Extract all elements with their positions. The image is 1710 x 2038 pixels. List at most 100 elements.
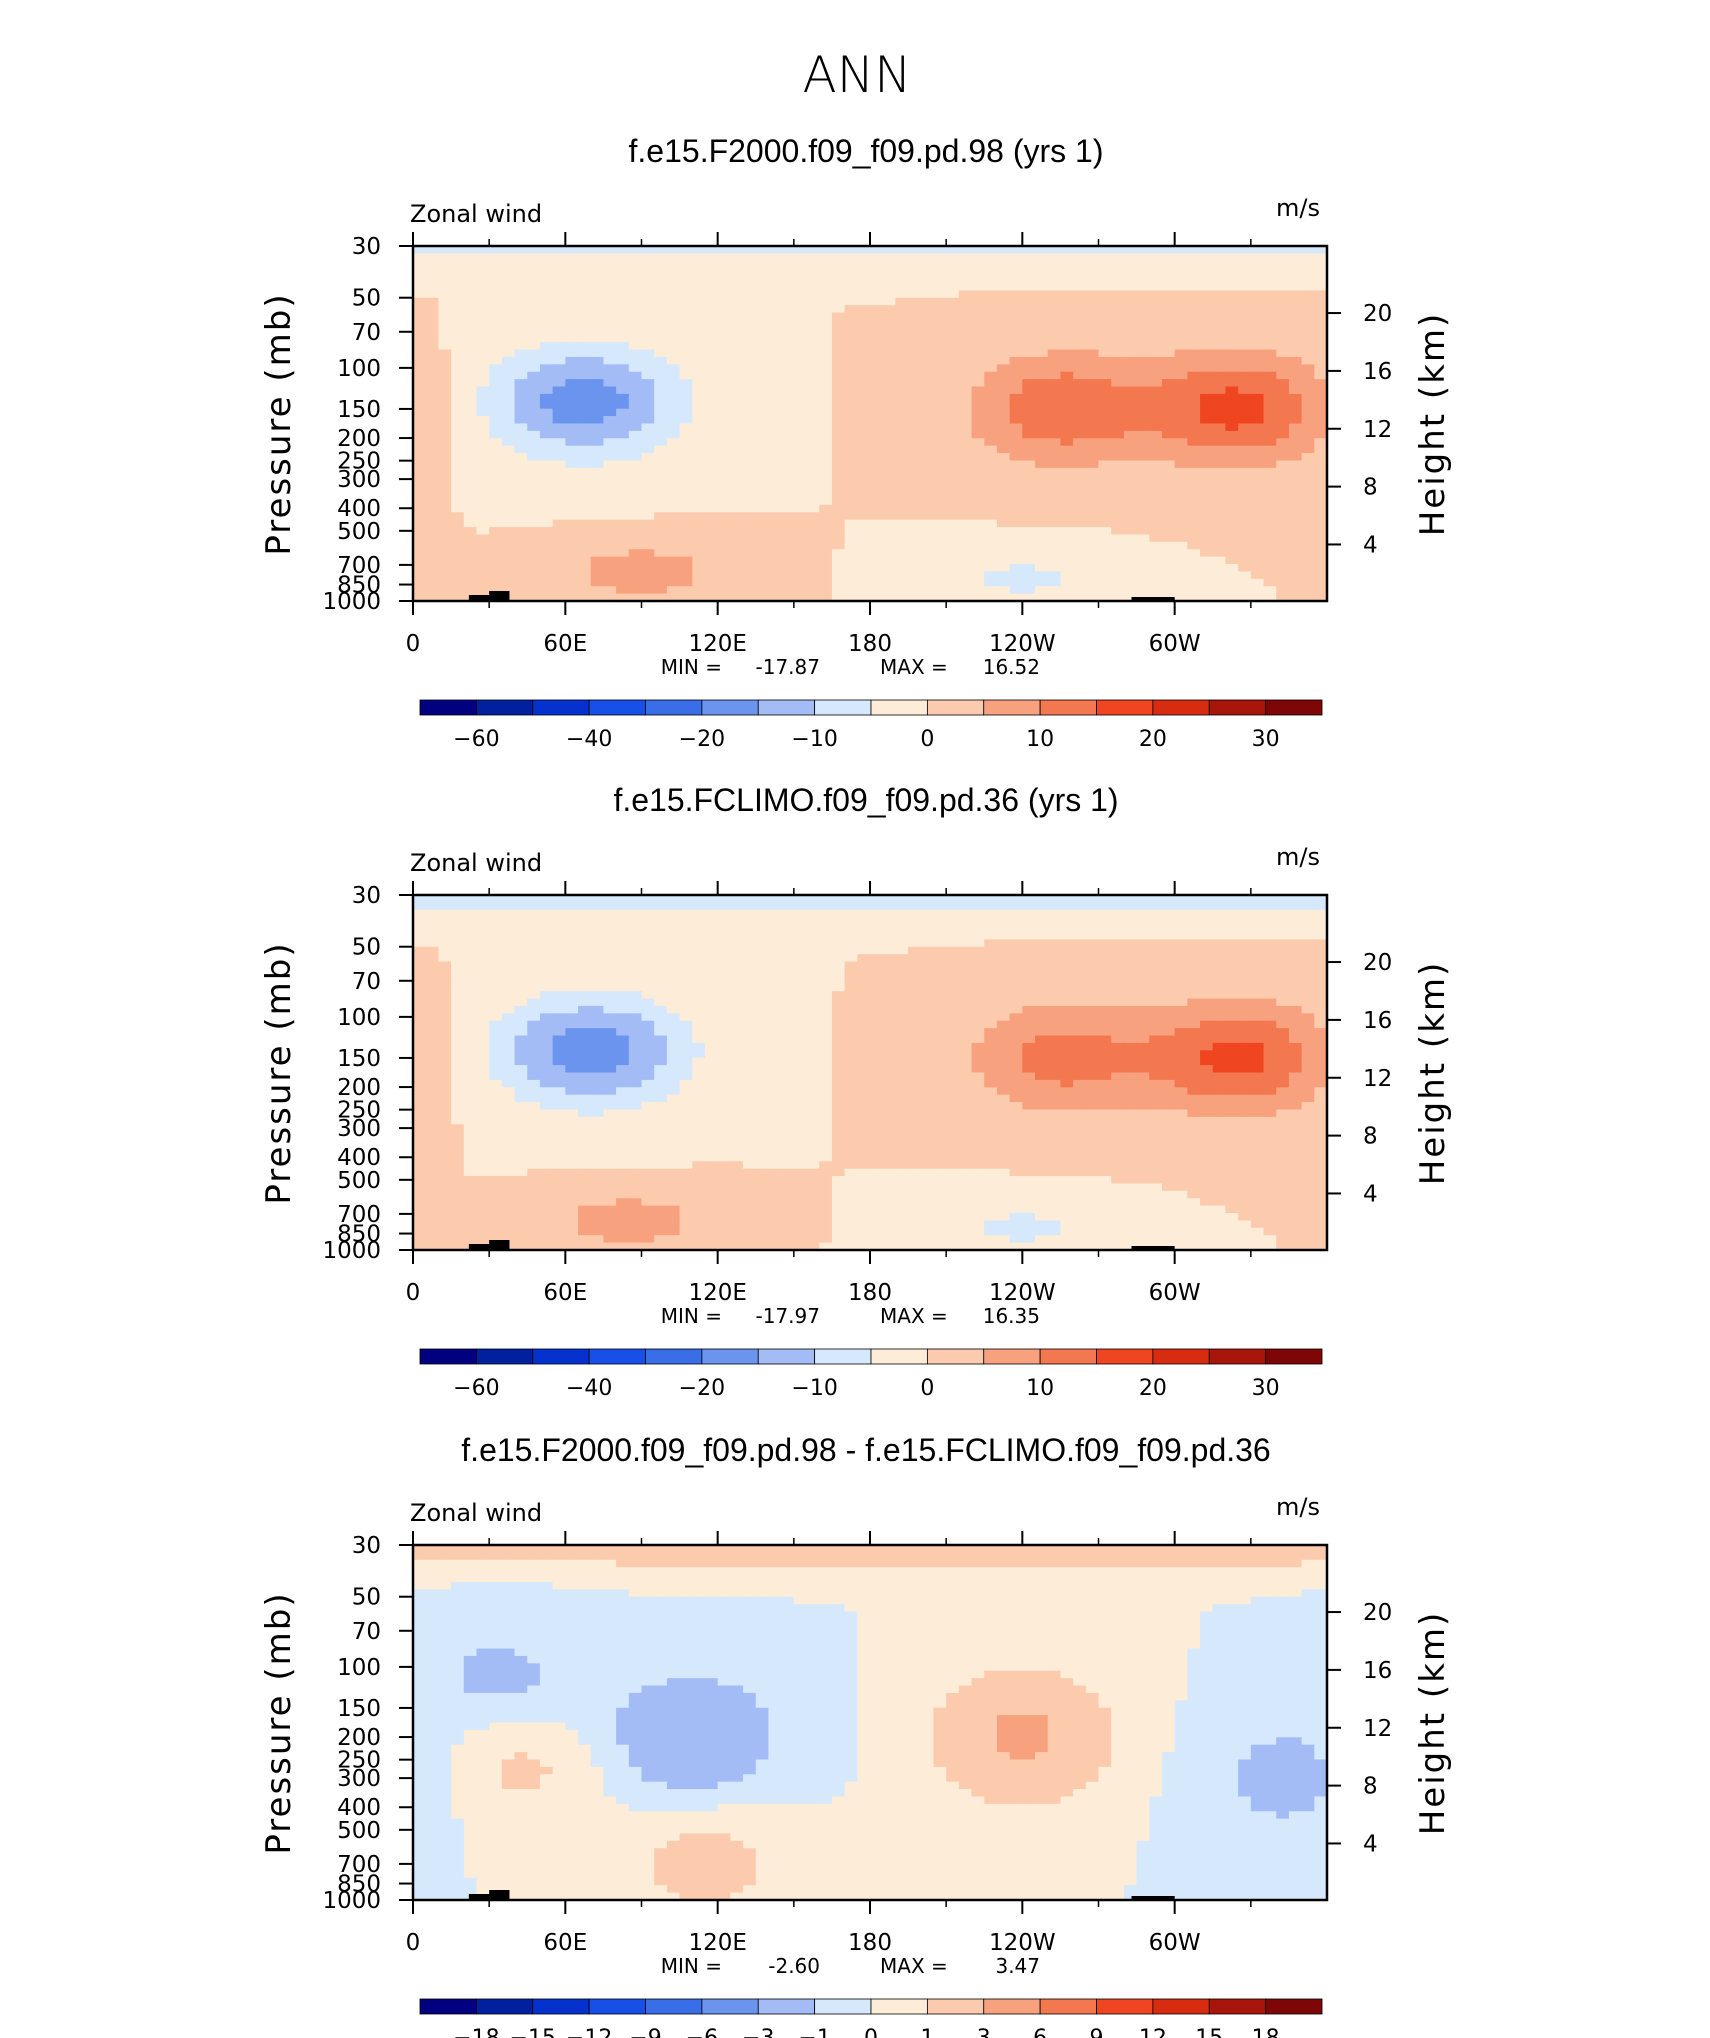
- contour-cell: [895, 924, 909, 933]
- contour-cell: [1136, 401, 1150, 410]
- contour-cell: [1047, 408, 1062, 417]
- contour-cell: [451, 312, 465, 321]
- contour-cell: [958, 482, 973, 491]
- contour-cell: [1238, 430, 1252, 439]
- contour-cell: [552, 924, 566, 933]
- contour-cell: [704, 924, 719, 933]
- contour-cell: [908, 312, 922, 321]
- contour-cell: [743, 342, 757, 351]
- contour-cell: [628, 976, 643, 985]
- contour-cell: [578, 917, 592, 926]
- contour-cell: [984, 946, 998, 955]
- contour-cell: [1200, 946, 1214, 955]
- contour-cell: [1009, 305, 1023, 314]
- contour-cell: [539, 364, 554, 373]
- contour-cell: [1161, 423, 1176, 432]
- contour-cell: [654, 290, 668, 299]
- contour-cell: [1073, 946, 1087, 955]
- contour-cell: [1250, 401, 1265, 410]
- contour-cell: [730, 475, 744, 484]
- contour-cell: [1276, 334, 1290, 343]
- contour-cell: [1212, 902, 1227, 911]
- contour-cell: [958, 430, 973, 439]
- contour-cell: [793, 968, 808, 977]
- contour-cell: [984, 268, 998, 277]
- contour-cell: [920, 475, 935, 484]
- contour-cell: [489, 312, 503, 321]
- contour-cell: [1250, 578, 1265, 587]
- contour-cell: [413, 453, 427, 462]
- contour-cell: [679, 586, 693, 595]
- contour-cell: [1250, 430, 1265, 439]
- contour-cell: [1225, 991, 1239, 1000]
- contour-cell: [730, 275, 744, 284]
- contour-cell: [1022, 312, 1036, 321]
- contour-cell: [793, 534, 808, 543]
- contour-cell: [730, 371, 744, 380]
- contour-cell: [1085, 991, 1100, 1000]
- contour-cell: [1314, 909, 1328, 918]
- contour-cell: [501, 939, 516, 948]
- contour-cell: [933, 976, 947, 985]
- contour-cell: [730, 578, 744, 587]
- contour-cell: [438, 290, 452, 299]
- contour-cell: [1174, 467, 1188, 476]
- contour-cell: [1212, 379, 1227, 388]
- contour-cell: [641, 917, 655, 926]
- contour-cell: [1187, 931, 1201, 940]
- contour-cell: [565, 416, 579, 425]
- contour-cell: [806, 1035, 820, 1044]
- contour-cell: [996, 556, 1011, 565]
- contour-cell: [616, 998, 630, 1007]
- contour-cell: [1073, 490, 1087, 499]
- contour-cell: [476, 246, 490, 254]
- contour-cell: [704, 297, 719, 306]
- contour-cell: [514, 924, 528, 933]
- contour-cell: [425, 924, 439, 933]
- contour-cell: [870, 275, 884, 284]
- contour-cell: [1250, 460, 1265, 469]
- contour-cell: [1174, 1020, 1188, 1029]
- contour-cell: [1187, 564, 1201, 573]
- contour-cell: [743, 556, 757, 565]
- contour-cell: [870, 453, 884, 462]
- contour-cell: [463, 467, 478, 476]
- contour-cell: [476, 1013, 490, 1022]
- contour-cell: [743, 246, 757, 254]
- contour-cell: [1187, 393, 1201, 402]
- contour-cell: [1161, 946, 1176, 955]
- contour-cell: [781, 490, 795, 499]
- contour-cell: [425, 379, 439, 388]
- contour-cell: [1225, 268, 1239, 277]
- contour-cell: [1136, 556, 1150, 565]
- contour-cell: [1085, 334, 1100, 343]
- contour-cell: [958, 578, 973, 587]
- contour-cell: [958, 1028, 973, 1037]
- contour-cell: [628, 312, 643, 321]
- contour-cell: [1161, 445, 1176, 454]
- contour-cell: [603, 931, 617, 940]
- contour-cell: [463, 423, 478, 432]
- contour-cell: [1212, 475, 1227, 484]
- contour-cell: [666, 393, 681, 402]
- contour-cell: [908, 902, 922, 911]
- contour-cell: [857, 275, 871, 284]
- contour-cell: [578, 593, 592, 602]
- contour-cell: [743, 571, 757, 580]
- contour-cell: [882, 961, 896, 970]
- contour-cell: [743, 902, 757, 911]
- contour-cell: [489, 379, 503, 388]
- contour-cell: [1136, 305, 1150, 314]
- contour-cell: [641, 1013, 655, 1022]
- contour-cell: [704, 349, 719, 358]
- contour-cell: [603, 504, 617, 513]
- contour-cell: [1022, 939, 1036, 948]
- contour-cell: [1022, 931, 1036, 940]
- contour-cell: [743, 393, 757, 402]
- contour-cell: [1174, 549, 1188, 558]
- contour-cell: [666, 416, 681, 425]
- y-tick-label: 500: [337, 519, 381, 545]
- contour-cell: [793, 453, 808, 462]
- y2-tick-label: 8: [1363, 475, 1378, 501]
- contour-cell: [920, 564, 935, 573]
